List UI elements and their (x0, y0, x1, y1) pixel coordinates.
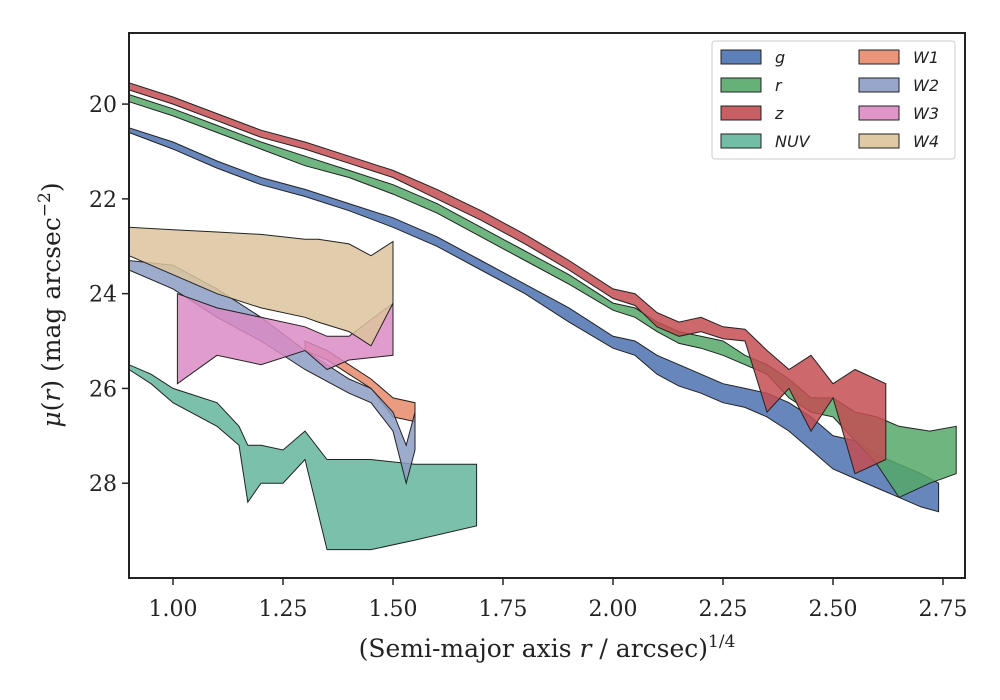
series-areas (128, 82, 957, 551)
legend-swatch (720, 77, 762, 93)
legend-item-z: z (720, 104, 784, 123)
legend-item-w4: W4 (858, 132, 939, 151)
x-axis-label: (Semi-major axis r / arcsec)1/4 (359, 632, 736, 663)
legend-swatch (720, 105, 762, 121)
legend-swatch (858, 77, 900, 93)
legend-frame (711, 40, 956, 160)
x-tick-label: 2.25 (699, 597, 748, 622)
legend-item-r: r (720, 76, 783, 95)
x-tick-label: 1.75 (479, 597, 528, 622)
x-axis-ticks: 1.00 1.25 1.50 1.75 2.00 2.25 2.50 2.75 (149, 578, 968, 622)
legend-label: W3 (913, 104, 939, 123)
legend-item-nuv: NUV (720, 132, 811, 151)
legend-item-g: g (720, 48, 785, 67)
legend-item-w2: W2 (858, 76, 939, 95)
y-tick-label: 28 (89, 472, 117, 497)
legend-label: W4 (913, 132, 939, 151)
y-tick-label: 20 (89, 93, 117, 118)
x-tick-label: 2.00 (589, 597, 638, 622)
area-z (128, 82, 887, 475)
legend-swatch (858, 105, 900, 121)
legend-swatch (720, 49, 762, 65)
area-g (128, 127, 940, 513)
legend-swatch (858, 133, 900, 149)
y-tick-label: 22 (89, 188, 117, 213)
legend-swatch (720, 133, 762, 149)
y-tick-label: 26 (89, 377, 117, 402)
legend-swatch (858, 49, 900, 65)
legend-item-w3: W3 (858, 104, 939, 123)
legend-label: z (774, 104, 784, 123)
legend-label: g (775, 48, 785, 67)
x-tick-label: 1.25 (259, 597, 308, 622)
x-tick-label: 2.75 (919, 597, 968, 622)
plot-frame (128, 32, 966, 579)
area-w4 (128, 226, 394, 347)
x-tick-label: 2.50 (809, 597, 858, 622)
y-axis-label: μ(r) (mag arcsec−2) (35, 182, 66, 427)
legend-label: r (775, 76, 783, 95)
x-tick-label: 1.00 (149, 597, 198, 622)
x-tick-label: 1.50 (369, 597, 418, 622)
area-nuv (128, 363, 478, 551)
legend-label: W2 (913, 76, 939, 95)
y-tick-label: 24 (89, 283, 117, 308)
legend: grz NUV W1 W2 W3 W4 (711, 40, 956, 160)
legend-label: NUV (775, 132, 811, 151)
legend-item-w1: W1 (858, 48, 939, 67)
legend-label: W1 (913, 48, 939, 67)
y-axis-ticks: 20 22 24 26 28 (89, 93, 129, 497)
